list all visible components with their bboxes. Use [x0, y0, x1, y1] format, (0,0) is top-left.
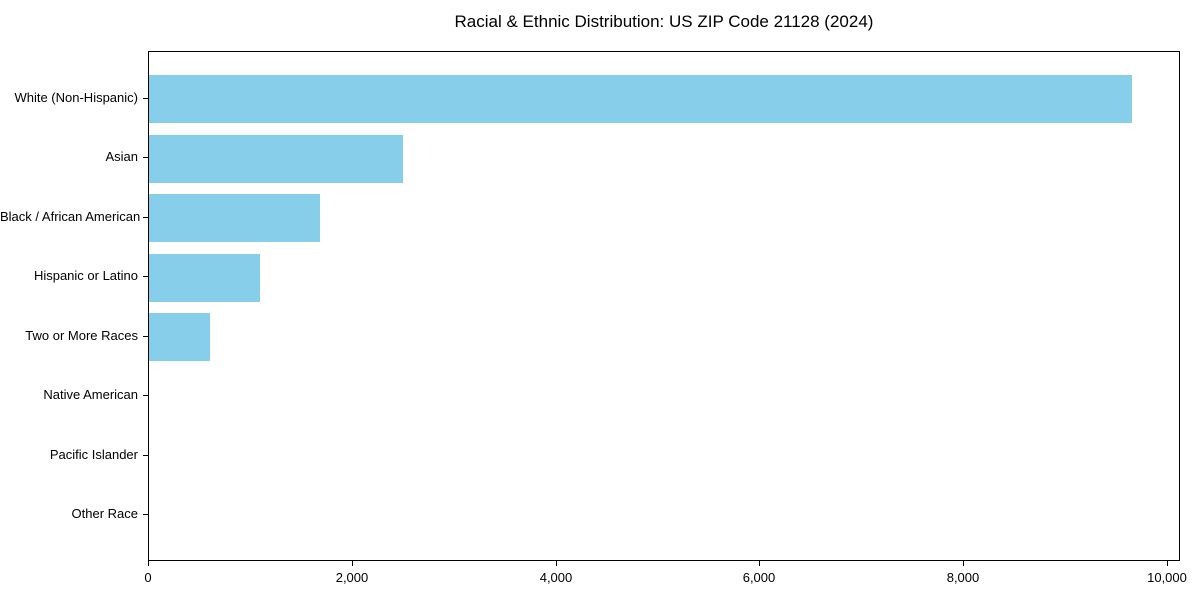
y-tick-mark: [143, 455, 148, 456]
y-tick-mark: [143, 157, 148, 158]
y-tick-mark: [143, 336, 148, 337]
y-tick-mark: [143, 98, 148, 99]
bar: [149, 313, 210, 361]
y-tick-label: Two or More Races: [25, 328, 138, 343]
bar: [149, 75, 1132, 123]
x-tick-mark: [556, 561, 557, 566]
bar: [149, 194, 320, 242]
x-tick-label: 0: [144, 570, 152, 585]
x-tick-mark: [148, 561, 149, 566]
x-tick-mark: [352, 561, 353, 566]
y-tick-mark: [143, 395, 148, 396]
x-tick-label: 4,000: [539, 570, 573, 585]
y-tick-label: Other Race: [71, 506, 138, 521]
y-tick-label: White (Non-Hispanic): [14, 90, 138, 105]
y-tick-label: Black / African American: [0, 209, 141, 224]
plot-area: [148, 51, 1180, 561]
chart-title: Racial & Ethnic Distribution: US ZIP Cod…: [454, 12, 874, 31]
x-tick-label: 10,000: [1147, 570, 1187, 585]
x-tick-label: 2,000: [335, 570, 369, 585]
x-tick-mark: [963, 561, 964, 566]
bar: [149, 254, 260, 302]
x-tick-mark: [1167, 561, 1168, 566]
y-tick-mark: [143, 514, 148, 515]
y-tick-mark: [143, 217, 148, 218]
bar: [149, 135, 403, 183]
y-tick-label: Asian: [105, 149, 138, 164]
x-tick-label: 6,000: [742, 570, 776, 585]
y-tick-label: Native American: [43, 387, 138, 402]
x-tick-label: 8,000: [946, 570, 980, 585]
y-tick-label: Hispanic or Latino: [33, 268, 138, 283]
x-tick-mark: [759, 561, 760, 566]
y-tick-mark: [143, 276, 148, 277]
y-tick-label: Pacific Islander: [49, 447, 138, 462]
